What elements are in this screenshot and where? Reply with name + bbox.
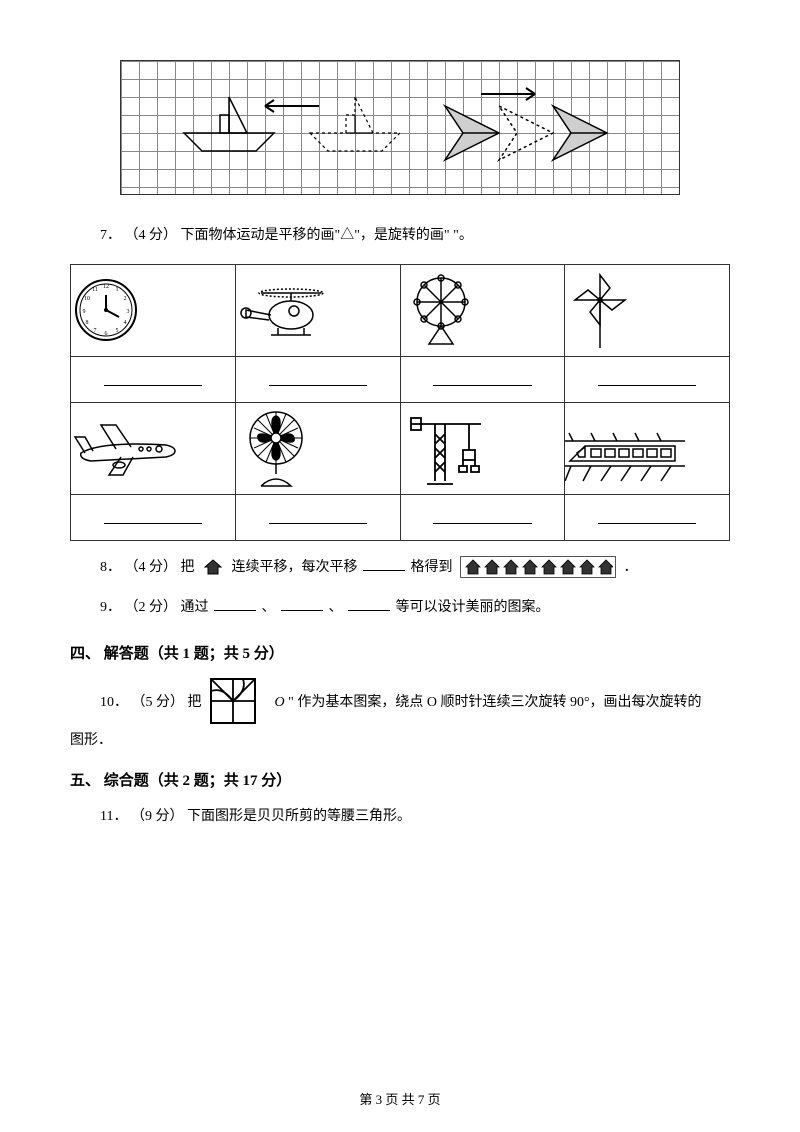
q8-mid: 连续平移，每次平移	[232, 560, 358, 575]
q9-blank-1[interactable]	[214, 597, 256, 611]
q9-sep2: 、	[329, 600, 343, 615]
ans-blank-7[interactable]	[400, 494, 565, 540]
svg-text:7: 7	[94, 328, 97, 334]
q7-body: 下面物体运动是平移的画"△"，是旋转的画" "。	[181, 228, 473, 243]
cell-fan	[235, 402, 400, 494]
svg-text:11: 11	[92, 287, 98, 293]
page-footer: 第 3 页 共 7 页	[0, 1089, 800, 1108]
q8-number: 8．	[100, 560, 121, 575]
cell-train	[565, 402, 730, 494]
q7-number: 7．	[100, 228, 121, 243]
q10-number: 10．	[100, 695, 128, 710]
helicopter-icon	[236, 275, 336, 345]
single-house-icon	[202, 558, 224, 576]
cell-airplane	[71, 402, 236, 494]
svg-text:4: 4	[124, 320, 127, 326]
pinwheel-icon	[565, 270, 635, 350]
clock-icon: 12 3 6 9 12 45 78 1011	[71, 275, 141, 345]
ans-blank-3[interactable]	[400, 356, 565, 402]
q10-label-o: O	[275, 695, 285, 710]
q9-number: 9．	[100, 600, 121, 615]
q9-text: 9． （2 分） 通过 、 、 等可以设计美丽的图案。	[100, 595, 730, 622]
airplane-icon	[71, 413, 181, 483]
q10-mid: 作为基本图案，绕点 O 顺时针连续三次旋转 90°，画出每次旋转的	[297, 695, 701, 710]
q9-blank-2[interactable]	[281, 597, 323, 611]
translation-grid-figure	[120, 60, 680, 195]
q8-points: （4 分）	[125, 560, 178, 575]
ans-blank-2[interactable]	[235, 356, 400, 402]
cell-helicopter	[235, 264, 400, 356]
svg-text:9: 9	[83, 309, 86, 315]
q11-text: 11． （9 分） 下面图形是贝贝所剪的等腰三角形。	[100, 804, 730, 831]
q10-line2: 图形．	[70, 729, 730, 749]
q10-text: 10． （5 分） 把 O " 作为基本图案，绕点 O 顺时针连续三次旋转 90…	[100, 677, 730, 729]
q8-text: 8． （4 分） 把 连续平移，每次平移 格得到 ．	[100, 555, 730, 582]
section-4-heading: 四、 解答题（共 1 题；共 5 分）	[70, 642, 730, 663]
house-row-icon	[460, 556, 616, 578]
q11-body: 下面图形是贝贝所剪的等腰三角形。	[187, 809, 411, 824]
ans-blank-4[interactable]	[565, 356, 730, 402]
svg-text:6: 6	[105, 331, 108, 337]
q9-points: （2 分）	[125, 600, 178, 615]
cell-ferris-wheel	[400, 264, 565, 356]
svg-text:8: 8	[86, 320, 89, 326]
svg-text:3: 3	[127, 309, 130, 315]
svg-text:10: 10	[84, 296, 90, 302]
q7-text: 7． （4 分） 下面物体运动是平移的画"△"，是旋转的画" "。	[100, 223, 730, 250]
section-5-heading: 五、 综合题（共 2 题；共 17 分）	[70, 769, 730, 790]
ferris-wheel-icon	[401, 270, 481, 350]
q9-prefix: 通过	[181, 600, 209, 615]
q10-tail-quote: "	[288, 695, 294, 710]
ans-blank-6[interactable]	[235, 494, 400, 540]
q7-points: （4 分）	[125, 228, 178, 243]
q8-blank[interactable]	[363, 557, 405, 571]
q11-number: 11．	[100, 809, 127, 824]
q11-points: （9 分）	[131, 809, 184, 824]
q9-blank-3[interactable]	[348, 597, 390, 611]
fan-icon	[236, 406, 316, 491]
ans-blank-8[interactable]	[565, 494, 730, 540]
q8-end: ．	[624, 560, 638, 575]
svg-text:12: 12	[103, 284, 109, 290]
q10-prefix: 把	[188, 695, 202, 710]
rotation-pattern-icon	[209, 677, 267, 729]
q9-suffix: 等可以设计美丽的图案。	[396, 600, 550, 615]
cell-crane	[400, 402, 565, 494]
motion-classification-table: 12 3 6 9 12 45 78 1011	[70, 264, 730, 541]
q8-suffix: 格得到	[411, 560, 453, 575]
svg-text:5: 5	[116, 328, 119, 334]
svg-text:2: 2	[124, 296, 127, 302]
cell-pinwheel	[565, 264, 730, 356]
ans-blank-1[interactable]	[71, 356, 236, 402]
cell-clock: 12 3 6 9 12 45 78 1011	[71, 264, 236, 356]
q8-prefix: 把	[181, 560, 195, 575]
svg-text:1: 1	[116, 287, 119, 293]
q9-sep1: 、	[262, 600, 276, 615]
ans-blank-5[interactable]	[71, 494, 236, 540]
q10-points: （5 分）	[132, 695, 185, 710]
train-icon	[565, 411, 685, 486]
crane-icon	[401, 406, 491, 491]
